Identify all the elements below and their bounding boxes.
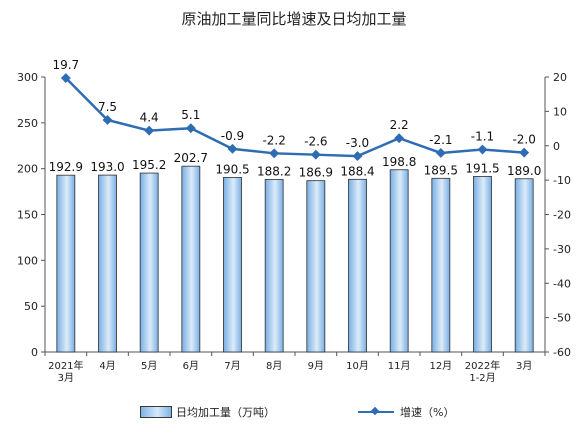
bar bbox=[223, 176, 242, 353]
x-tick-label: 1-2月 bbox=[469, 372, 495, 384]
bar-value-label: 189.0 bbox=[507, 164, 541, 178]
growth-value-label: 19.7 bbox=[52, 58, 79, 72]
bar bbox=[306, 180, 326, 353]
bar-value-label: 198.8 bbox=[382, 155, 416, 169]
bar bbox=[264, 179, 284, 353]
right-tick-label: 0 bbox=[553, 140, 560, 153]
bar-value-label: 195.2 bbox=[132, 158, 166, 172]
left-tick-label: 0 bbox=[31, 346, 38, 359]
legend-bar-label: 日均加工量（万吨） bbox=[176, 406, 275, 419]
bar-value-label: 189.5 bbox=[424, 163, 458, 177]
left-tick-label: 50 bbox=[24, 300, 38, 313]
growth-point bbox=[269, 148, 280, 159]
x-tick-label: 4月 bbox=[99, 360, 115, 372]
growth-value-label: 5.1 bbox=[181, 108, 200, 122]
growth-point bbox=[144, 125, 155, 136]
right-tick-label: -60 bbox=[553, 346, 571, 359]
bar bbox=[389, 169, 409, 353]
x-tick-label: 7月 bbox=[224, 360, 240, 372]
x-tick-label: 6月 bbox=[183, 360, 199, 372]
left-tick-label: 250 bbox=[17, 117, 38, 130]
right-tick-label: -20 bbox=[553, 209, 571, 222]
x-tick-label: 2021年 bbox=[48, 359, 83, 372]
bar-value-label: 193.0 bbox=[90, 160, 124, 174]
x-tick-label: 3月 bbox=[58, 372, 74, 384]
growth-line bbox=[64, 77, 525, 158]
x-tick-label: 11月 bbox=[388, 360, 411, 372]
left-tick-label: 150 bbox=[17, 209, 38, 222]
x-tick-label: 2022年 bbox=[465, 359, 500, 372]
x-tick-label: 10月 bbox=[346, 360, 369, 372]
growth-value-label: 4.4 bbox=[140, 111, 159, 125]
bar-value-label: 202.7 bbox=[174, 151, 208, 165]
chart-title: 原油加工量同比增速及日均加工量 bbox=[181, 10, 407, 28]
right-tick-label: -30 bbox=[553, 243, 571, 256]
x-tick-label: 12月 bbox=[429, 360, 452, 372]
growth-point bbox=[394, 133, 405, 144]
bar-value-label: 190.5 bbox=[215, 162, 249, 176]
growth-point bbox=[102, 115, 113, 125]
growth-value-label: -3.0 bbox=[346, 136, 369, 150]
legend: 日均加工量（万吨） 增速（%） bbox=[0, 404, 588, 424]
bar-value-label: 186.9 bbox=[299, 166, 333, 180]
bar bbox=[139, 172, 159, 353]
legend-line-marker bbox=[358, 407, 394, 417]
bar bbox=[348, 178, 367, 353]
growth-point bbox=[352, 151, 363, 162]
bar bbox=[98, 174, 117, 353]
growth-value-label: -0.9 bbox=[221, 129, 244, 143]
growth-value-label: -2.0 bbox=[512, 133, 535, 147]
growth-value-label: -2.2 bbox=[262, 133, 285, 147]
growth-value-label: 7.5 bbox=[98, 100, 117, 114]
growth-value-label: 2.2 bbox=[390, 118, 409, 132]
growth-value-label: -2.6 bbox=[304, 135, 327, 149]
bar bbox=[56, 174, 76, 353]
bar-value-label: 192.9 bbox=[49, 160, 83, 174]
right-tick-label: 20 bbox=[553, 71, 567, 84]
left-tick-label: 100 bbox=[17, 254, 38, 267]
right-tick-label: -50 bbox=[553, 312, 571, 325]
growth-point bbox=[60, 73, 71, 83]
growth-value-label: -1.1 bbox=[471, 130, 494, 144]
growth-value-label: -2.1 bbox=[429, 133, 452, 147]
left-tick-label: 300 bbox=[17, 71, 38, 84]
growth-point bbox=[477, 144, 488, 155]
growth-point bbox=[185, 123, 196, 134]
bar bbox=[181, 165, 201, 353]
left-tick-label: 200 bbox=[17, 163, 38, 176]
growth-point bbox=[435, 148, 446, 158]
bar-value-label: 191.5 bbox=[465, 161, 499, 175]
legend-item-bars: 日均加工量（万吨） bbox=[140, 404, 275, 420]
bar bbox=[514, 178, 534, 353]
growth-point bbox=[310, 149, 321, 160]
bar-value-label: 188.2 bbox=[257, 164, 291, 178]
right-tick-label: -40 bbox=[553, 277, 571, 290]
x-tick-label: 9月 bbox=[308, 360, 324, 372]
growth-point bbox=[519, 147, 530, 158]
growth-point bbox=[227, 143, 238, 154]
combo-chart: 0 50 100 150 200 250 300 -60 -50 -40 -30 -20 -10 0 10 2… bbox=[17, 58, 571, 384]
bar bbox=[473, 176, 492, 353]
x-tick-label: 8月 bbox=[266, 360, 282, 372]
right-tick-label: 10 bbox=[553, 105, 567, 118]
legend-line-label: 增速（%） bbox=[400, 406, 455, 419]
bar-value-label: 188.4 bbox=[340, 164, 374, 178]
right-tick-label: -10 bbox=[553, 174, 571, 187]
legend-bar-swatch bbox=[140, 406, 172, 418]
x-tick-label: 3月 bbox=[516, 360, 532, 372]
bar bbox=[431, 177, 451, 353]
legend-item-line: 增速（%） bbox=[358, 404, 454, 420]
x-tick-label: 5月 bbox=[141, 360, 157, 372]
